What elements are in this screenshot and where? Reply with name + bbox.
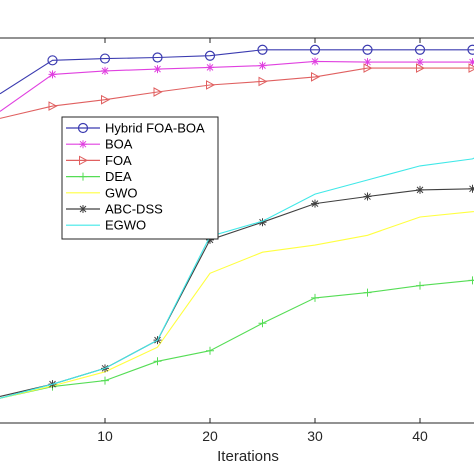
data-point bbox=[363, 58, 372, 67]
data-point bbox=[362, 44, 373, 55]
data-point bbox=[48, 70, 57, 79]
data-point bbox=[363, 63, 373, 73]
data-point bbox=[101, 66, 109, 75]
data-point bbox=[311, 72, 321, 82]
data-point bbox=[258, 319, 267, 328]
data-point bbox=[153, 65, 162, 74]
series-line-5 bbox=[0, 211, 474, 399]
series-line-7 bbox=[0, 157, 474, 399]
data-point bbox=[153, 87, 163, 97]
data-point bbox=[468, 184, 474, 193]
legend-marker bbox=[79, 172, 87, 181]
data-point bbox=[363, 192, 372, 201]
x-axis-title: Iterations bbox=[217, 448, 279, 465]
data-point bbox=[468, 63, 474, 73]
legend-marker bbox=[77, 122, 89, 134]
x-tick-label: 40 bbox=[412, 428, 428, 444]
legend-marker bbox=[79, 140, 87, 149]
legend-label: ABC-DSS bbox=[105, 202, 163, 217]
data-point bbox=[416, 185, 424, 194]
data-point bbox=[309, 44, 321, 55]
data-point bbox=[99, 53, 111, 64]
data-point bbox=[416, 63, 426, 73]
data-point bbox=[468, 58, 474, 67]
data-point bbox=[311, 293, 319, 302]
legend-label: GWO bbox=[105, 185, 138, 200]
series-line-3 bbox=[0, 67, 474, 119]
legend-marker bbox=[79, 155, 89, 166]
data-point bbox=[468, 276, 474, 285]
data-point bbox=[311, 57, 319, 66]
plot-area: 10 20 30 40 bbox=[0, 37, 474, 444]
legend-label: DEA bbox=[105, 169, 132, 184]
x-tick-label: 20 bbox=[202, 428, 218, 444]
series-group bbox=[0, 44, 474, 399]
data-point bbox=[416, 281, 424, 290]
series-line-1 bbox=[0, 49, 474, 95]
data-point bbox=[206, 346, 214, 355]
data-point bbox=[101, 94, 111, 105]
data-point bbox=[258, 61, 267, 70]
data-point bbox=[204, 50, 216, 61]
legend-label: Hybrid FOA-BOA bbox=[105, 121, 205, 136]
data-point bbox=[257, 44, 268, 55]
data-point bbox=[152, 52, 163, 63]
data-point bbox=[206, 63, 214, 72]
x-tick-label: 10 bbox=[97, 428, 113, 444]
data-point bbox=[206, 235, 214, 244]
data-point bbox=[153, 357, 162, 366]
data-point bbox=[363, 288, 372, 297]
data-point bbox=[258, 76, 268, 87]
legend-box bbox=[61, 116, 219, 240]
data-point bbox=[101, 376, 109, 385]
data-point bbox=[258, 218, 267, 227]
data-point bbox=[467, 44, 474, 55]
legend-marker bbox=[79, 205, 87, 213]
x-tick-label: 30 bbox=[307, 428, 323, 444]
legend-label: BOA bbox=[105, 137, 133, 152]
data-point bbox=[416, 58, 424, 67]
data-point bbox=[47, 55, 58, 66]
data-point bbox=[48, 101, 58, 111]
data-point bbox=[414, 44, 426, 55]
legend-label: EGWO bbox=[105, 218, 146, 233]
data-point bbox=[311, 199, 319, 208]
data-point bbox=[206, 80, 216, 90]
legend-label: FOA bbox=[105, 153, 132, 168]
